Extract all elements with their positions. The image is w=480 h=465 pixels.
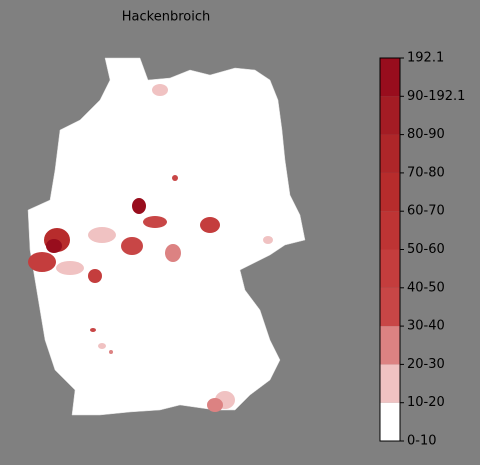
colorbar: 0-10 10-20 20-30 30-40 40-50 50-60 60-70 70-80 8… bbox=[379, 51, 465, 449]
region bbox=[28, 252, 56, 272]
colorbar-segment bbox=[380, 249, 400, 288]
colorbar-segment bbox=[380, 58, 400, 97]
colorbar-segment bbox=[380, 326, 400, 365]
region bbox=[165, 244, 181, 262]
map bbox=[27, 57, 306, 416]
region bbox=[90, 328, 96, 332]
region bbox=[56, 261, 84, 275]
map-title: Hackenbroich bbox=[122, 10, 210, 25]
colorbar-label: 20-30 bbox=[407, 357, 445, 372]
region bbox=[172, 175, 178, 181]
colorbar-label: 50-60 bbox=[407, 242, 445, 257]
region bbox=[207, 398, 223, 412]
colorbar-label: 40-50 bbox=[407, 280, 445, 295]
colorbar-label: 80-90 bbox=[407, 127, 445, 142]
region bbox=[88, 227, 116, 243]
region bbox=[263, 236, 273, 244]
colorbar-segment bbox=[380, 211, 400, 250]
colorbar-segment bbox=[380, 96, 400, 135]
region bbox=[98, 343, 106, 349]
region bbox=[109, 350, 113, 354]
colorbar-label: 30-40 bbox=[407, 319, 445, 334]
colorbar-label: 70-80 bbox=[407, 165, 445, 180]
region bbox=[132, 198, 146, 214]
country-outline bbox=[27, 57, 306, 416]
colorbar-segment bbox=[380, 172, 400, 212]
region bbox=[152, 84, 168, 96]
colorbar-segment bbox=[380, 364, 400, 403]
colorbar-segment bbox=[380, 134, 400, 173]
colorbar-label: 0-10 bbox=[407, 434, 437, 449]
region bbox=[200, 217, 220, 233]
colorbar-label: 10-20 bbox=[407, 395, 445, 410]
colorbar-segment bbox=[380, 287, 400, 327]
colorbar-segment bbox=[380, 402, 400, 441]
colorbar-label: 192.1 bbox=[407, 51, 444, 66]
colorbar-label: 90-192.1 bbox=[407, 89, 465, 104]
region bbox=[143, 216, 167, 228]
regions bbox=[28, 84, 273, 412]
region bbox=[121, 237, 143, 255]
region bbox=[88, 269, 102, 283]
colorbar-label: 60-70 bbox=[407, 204, 445, 219]
region bbox=[46, 239, 62, 253]
